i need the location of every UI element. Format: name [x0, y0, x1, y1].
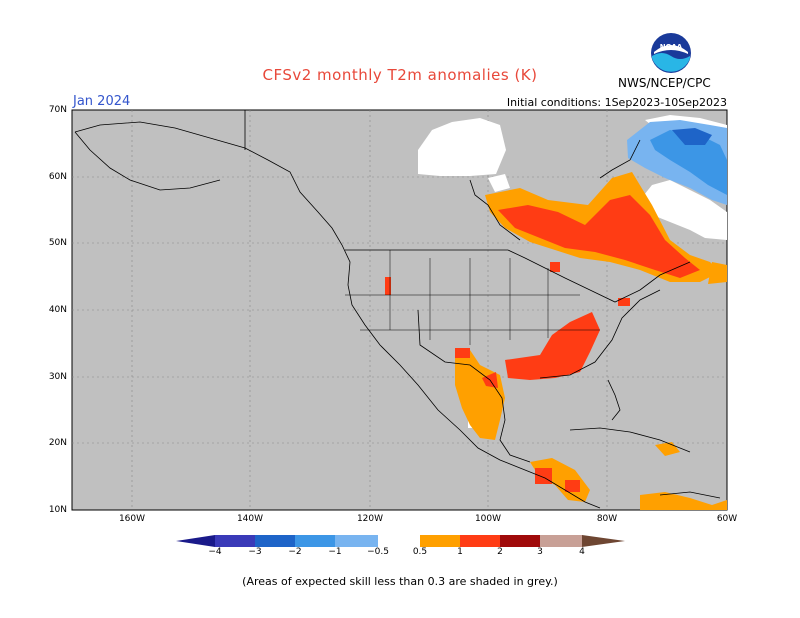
lon-label-100w: 100W: [474, 514, 502, 524]
colorbar-label-neg1: −1: [328, 547, 342, 557]
map-title: CFSv2 monthly T2m anomalies (K): [262, 66, 538, 84]
lat-label-40n: 40N: [48, 305, 67, 315]
lon-label-140w: 140W: [236, 514, 264, 524]
lon-label-120w: 120W: [356, 514, 384, 524]
svg-text:NOAA: NOAA: [660, 43, 683, 51]
lat-label-60n: 60N: [48, 172, 67, 182]
lat-label-20n: 20N: [48, 438, 67, 448]
negative-anomaly-regions: [627, 120, 727, 205]
colorbar-label-p05: 0.5: [412, 547, 428, 557]
colorbar: [176, 535, 625, 547]
colorbar-label-p3: 3: [537, 547, 543, 557]
lon-label-160w: 160W: [118, 514, 146, 524]
colorbar-label-neg05: −0.5: [367, 547, 389, 557]
lat-label-50n: 50N: [48, 238, 67, 248]
colorbar-label-neg3: −3: [248, 547, 262, 557]
lon-label-80w: 80W: [596, 514, 618, 524]
colorbar-label-neg2: −2: [288, 547, 302, 557]
colorbar-arrow-low: [176, 535, 215, 547]
lat-label-10n: 10N: [48, 505, 67, 515]
agency-label: NWS/NCEP/CPC: [618, 76, 711, 90]
lat-label-30n: 30N: [48, 372, 67, 382]
state-borders: [345, 250, 600, 345]
noaa-logo: NOAA: [651, 33, 691, 73]
lat-label-70n: 70N: [48, 105, 67, 115]
skill-note: (Areas of expected skill less than 0.3 a…: [242, 575, 558, 588]
colorbar-label-p1: 1: [457, 547, 463, 557]
initial-conditions: Initial conditions: 1Sep2023-10Sep2023: [506, 96, 727, 109]
colorbar-label-p2: 2: [497, 547, 503, 557]
colorbar-label-p4: 4: [579, 547, 585, 557]
colorbar-label-neg4: −4: [208, 547, 222, 557]
forecast-month: Jan 2024: [73, 94, 131, 109]
lon-label-60w: 60W: [716, 514, 738, 524]
colorbar-arrow-high: [582, 535, 625, 547]
